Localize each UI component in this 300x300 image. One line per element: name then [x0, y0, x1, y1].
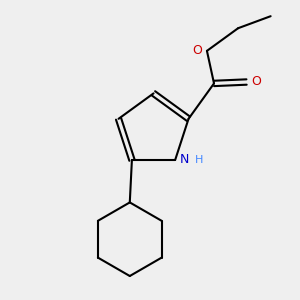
Text: O: O — [192, 44, 202, 57]
Text: N: N — [180, 154, 189, 166]
Text: H: H — [195, 155, 203, 165]
Text: O: O — [251, 75, 261, 88]
